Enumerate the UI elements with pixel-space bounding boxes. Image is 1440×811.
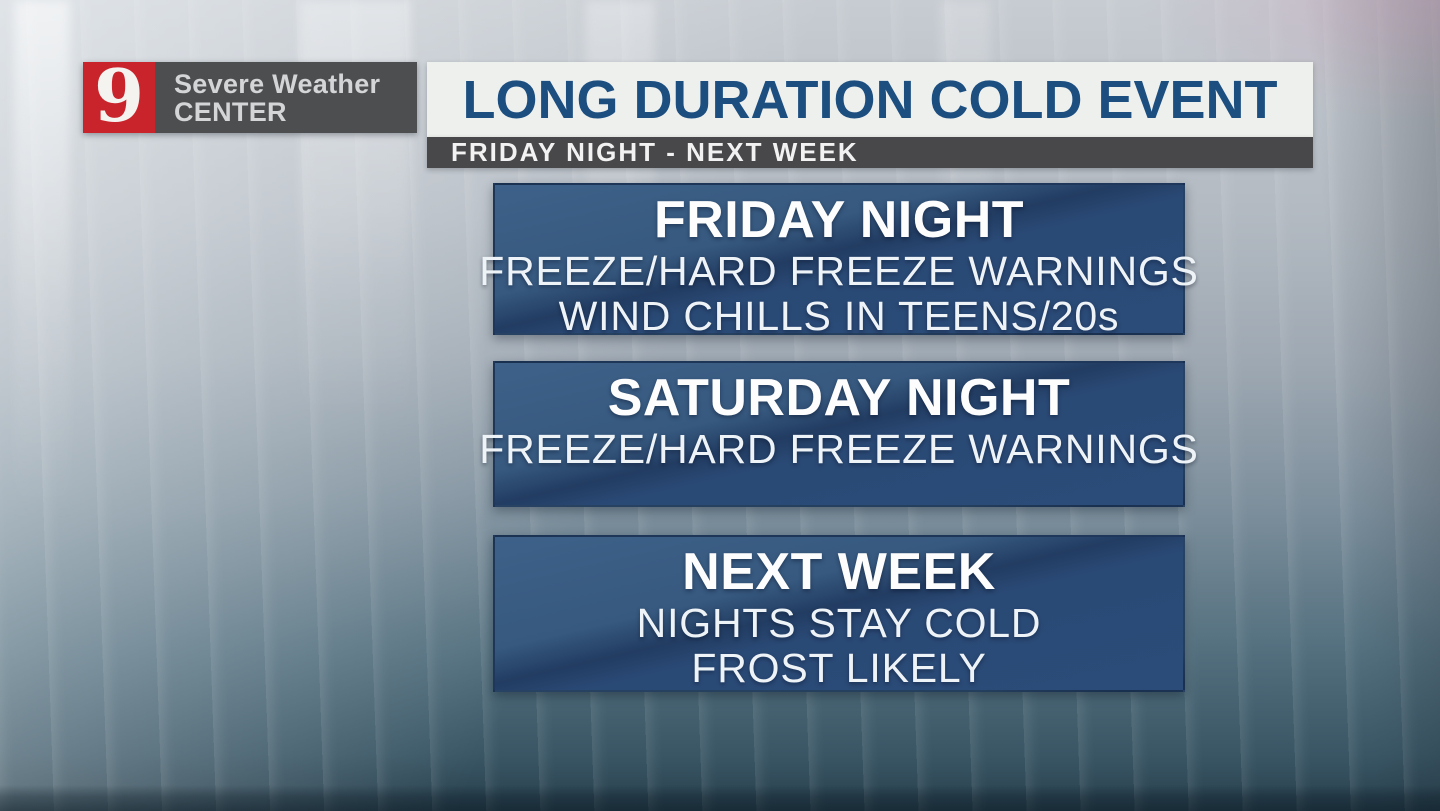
station-logo: 9 Severe Weather CENTER [83,52,417,138]
forecast-panel-saturday-night: SATURDAY NIGHT FREEZE/HARD FREEZE WARNIN… [479,361,1198,507]
panel-detail-line: FROST LIKELY [691,645,987,691]
headline-bar: LONG DURATION COLD EVENT [427,62,1313,137]
forecast-panel-friday-night: FRIDAY NIGHT FREEZE/HARD FREEZE WARNINGS… [479,183,1198,339]
timeframe-bar: FRIDAY NIGHT - NEXT WEEK [427,137,1313,168]
channel-number: 9 [93,52,145,138]
panel-heading: FRIDAY NIGHT [653,191,1025,249]
brand-line-2: CENTER [174,96,287,127]
panel-detail-line: FREEZE/HARD FREEZE WARNINGS [479,426,1199,472]
severe-weather-center-wordmark: Severe Weather CENTER [155,62,417,133]
brand-line-1: Severe Weather [174,68,381,99]
panel-detail-line: NIGHTS STAY COLD [636,600,1042,646]
forecast-panel-next-week: NEXT WEEK NIGHTS STAY COLD FROST LIKELY [493,535,1185,692]
panel-detail-line: WIND CHILLS IN TEENS/20s [558,293,1120,339]
headline-text: LONG DURATION COLD EVENT [462,69,1278,130]
panel-heading: SATURDAY NIGHT [607,369,1071,427]
panel-heading: NEXT WEEK [682,543,996,601]
timeframe-text: FRIDAY NIGHT - NEXT WEEK [451,137,859,167]
panel-detail-line: FREEZE/HARD FREEZE WARNINGS [479,248,1199,294]
channel-9-badge: 9 [83,52,155,138]
